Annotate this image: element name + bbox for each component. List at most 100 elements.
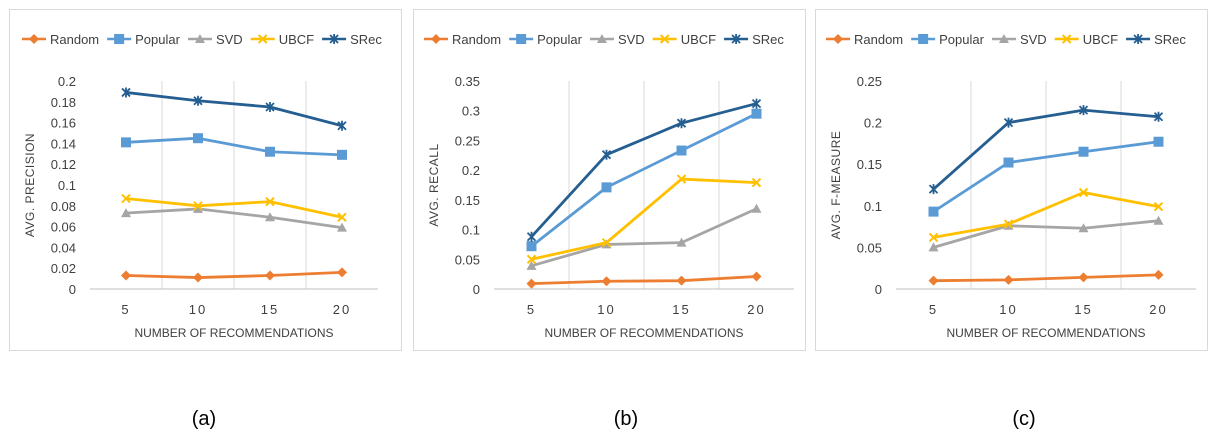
chart-panel-f-measure: Random Popular SVD UBCF SRec 0 0.05 0.1 0.15 0.2 0… — [815, 9, 1208, 351]
legend-item-srec: SRec — [1126, 32, 1186, 47]
data-point-popular — [601, 182, 612, 193]
data-point-srec — [601, 149, 612, 160]
y-tick-label: 0.1 — [58, 178, 76, 193]
legend-item-random: Random — [424, 32, 501, 47]
data-point-ubcf — [265, 196, 275, 207]
y-tick-label: 0.05 — [857, 240, 882, 255]
x-tick-label: 10 — [999, 302, 1017, 317]
data-point-srec — [676, 118, 687, 129]
series-line-popular — [530, 112, 758, 248]
series-line-ubcf — [125, 197, 343, 219]
series-ubcf — [928, 187, 1164, 243]
data-point-random — [1153, 269, 1164, 280]
series-line-ubcf — [531, 177, 757, 261]
series-line-popular — [932, 140, 1159, 213]
data-point-ubcf — [1003, 219, 1014, 229]
data-point-popular — [526, 241, 537, 252]
data-point-srec — [1078, 105, 1089, 116]
data-point-random — [676, 275, 687, 286]
x-tick-label: 15 — [261, 302, 279, 317]
series-ubcf — [121, 193, 347, 222]
x-axis-title: NUMBER OF RECOMMENDATIONS — [544, 326, 743, 340]
y-tick-label: 0 — [69, 282, 76, 297]
data-point-srec — [526, 231, 537, 242]
data-point-random — [1078, 272, 1089, 283]
data-point-random — [121, 270, 131, 281]
y-tick-label: 0.05 — [455, 252, 480, 267]
series-line-srec — [125, 91, 343, 128]
x-tick-label: 20 — [747, 302, 765, 317]
legend-marker-ubcf — [1061, 34, 1072, 44]
legend-label-srec: SRec — [350, 32, 382, 47]
series-srec — [526, 98, 762, 242]
data-point-svd — [193, 203, 203, 213]
data-point-popular — [1153, 136, 1164, 147]
data-point-svd — [337, 222, 347, 232]
legend-label-ubcf: UBCF — [681, 32, 716, 47]
data-point-svd — [1153, 215, 1164, 225]
data-point-popular — [337, 149, 347, 160]
x-tick-label: 10 — [597, 302, 615, 317]
series-line-svd — [933, 219, 1159, 249]
panel-caption-c: (c) — [1012, 408, 1036, 430]
x-tick-label: 20 — [333, 302, 351, 317]
legend-label-popular: Popular — [135, 32, 180, 47]
data-point-svd — [676, 237, 687, 247]
legend-marker-random — [431, 34, 441, 44]
data-point-random — [193, 272, 203, 283]
data-point-random — [928, 275, 939, 286]
y-axis-title: AVG. F-MEASURE — [829, 131, 843, 240]
chart-svg-precision: Random Popular SVD UBCF SRec 0 0.02 0.04 0.06 0.0… — [22, 32, 382, 340]
legend-item-ubcf: UBCF — [1054, 32, 1118, 47]
y-tick-label: 0.35 — [455, 74, 480, 89]
series-srec — [928, 105, 1164, 195]
y-tick-label: 0.15 — [455, 193, 480, 208]
x-axis-title: NUMBER OF RECOMMENDATIONS — [134, 326, 333, 340]
y-axis-title: AVG. PRECISION — [23, 133, 37, 237]
legend-label-svd: SVD — [1020, 32, 1047, 47]
chart-svg-recall: Random Popular SVD UBCF SRec 0 0.05 0.1 0.15 0.2 0… — [424, 32, 794, 340]
data-point-random — [337, 267, 347, 278]
data-point-svd — [751, 203, 762, 213]
data-point-svd — [265, 212, 275, 222]
data-point-srec — [193, 95, 203, 106]
x-tick-label: 5 — [121, 302, 130, 317]
x-tick-label: 5 — [527, 302, 536, 317]
y-tick-label: 0.14 — [51, 136, 76, 151]
chart-panel-precision: Random Popular SVD UBCF SRec 0 0.02 0.04 0.06 0.0… — [9, 9, 402, 351]
legend-label-srec: SRec — [752, 32, 784, 47]
legend-marker-popular — [918, 34, 929, 44]
legend-item-svd: SVD — [589, 32, 645, 47]
data-point-popular — [1003, 157, 1014, 168]
data-point-ubcf — [1153, 201, 1164, 212]
series-line-popular — [125, 136, 343, 157]
series-line-random — [933, 273, 1159, 283]
y-tick-label: 0.06 — [51, 220, 76, 235]
y-tick-label: 0.18 — [51, 95, 76, 110]
data-point-popular — [751, 108, 762, 119]
legend-label-popular: Popular — [939, 32, 984, 47]
x-tick-label: 15 — [672, 302, 690, 317]
data-point-popular — [1078, 146, 1089, 157]
panel-caption-b: (b) — [613, 408, 639, 430]
data-point-srec — [337, 120, 347, 131]
legend-item-random: Random — [826, 32, 903, 47]
y-tick-label: 0.15 — [857, 157, 882, 172]
series-line-srec — [932, 108, 1159, 191]
data-point-svd — [121, 208, 131, 218]
series-line-svd — [531, 207, 758, 268]
y-tick-label: 0.25 — [455, 133, 480, 148]
chart-panel-recall: Random Popular SVD UBCF SRec 0 0.05 0.1 0.15 0.2 0… — [413, 9, 806, 351]
series-line-random — [125, 270, 343, 279]
legend-item-random: Random — [22, 32, 99, 47]
series-line-ubcf — [933, 191, 1159, 239]
data-point-srec — [751, 98, 762, 109]
legend-marker-svd — [998, 34, 1009, 43]
legend-item-svd: SVD — [187, 32, 243, 47]
series-line-svd — [125, 207, 343, 230]
x-tick-label: 5 — [929, 302, 938, 317]
y-tick-label: 0 — [473, 282, 480, 297]
x-tick-label: 15 — [1074, 302, 1092, 317]
panel-caption-a: (a) — [191, 408, 217, 430]
series-svd — [121, 203, 347, 232]
